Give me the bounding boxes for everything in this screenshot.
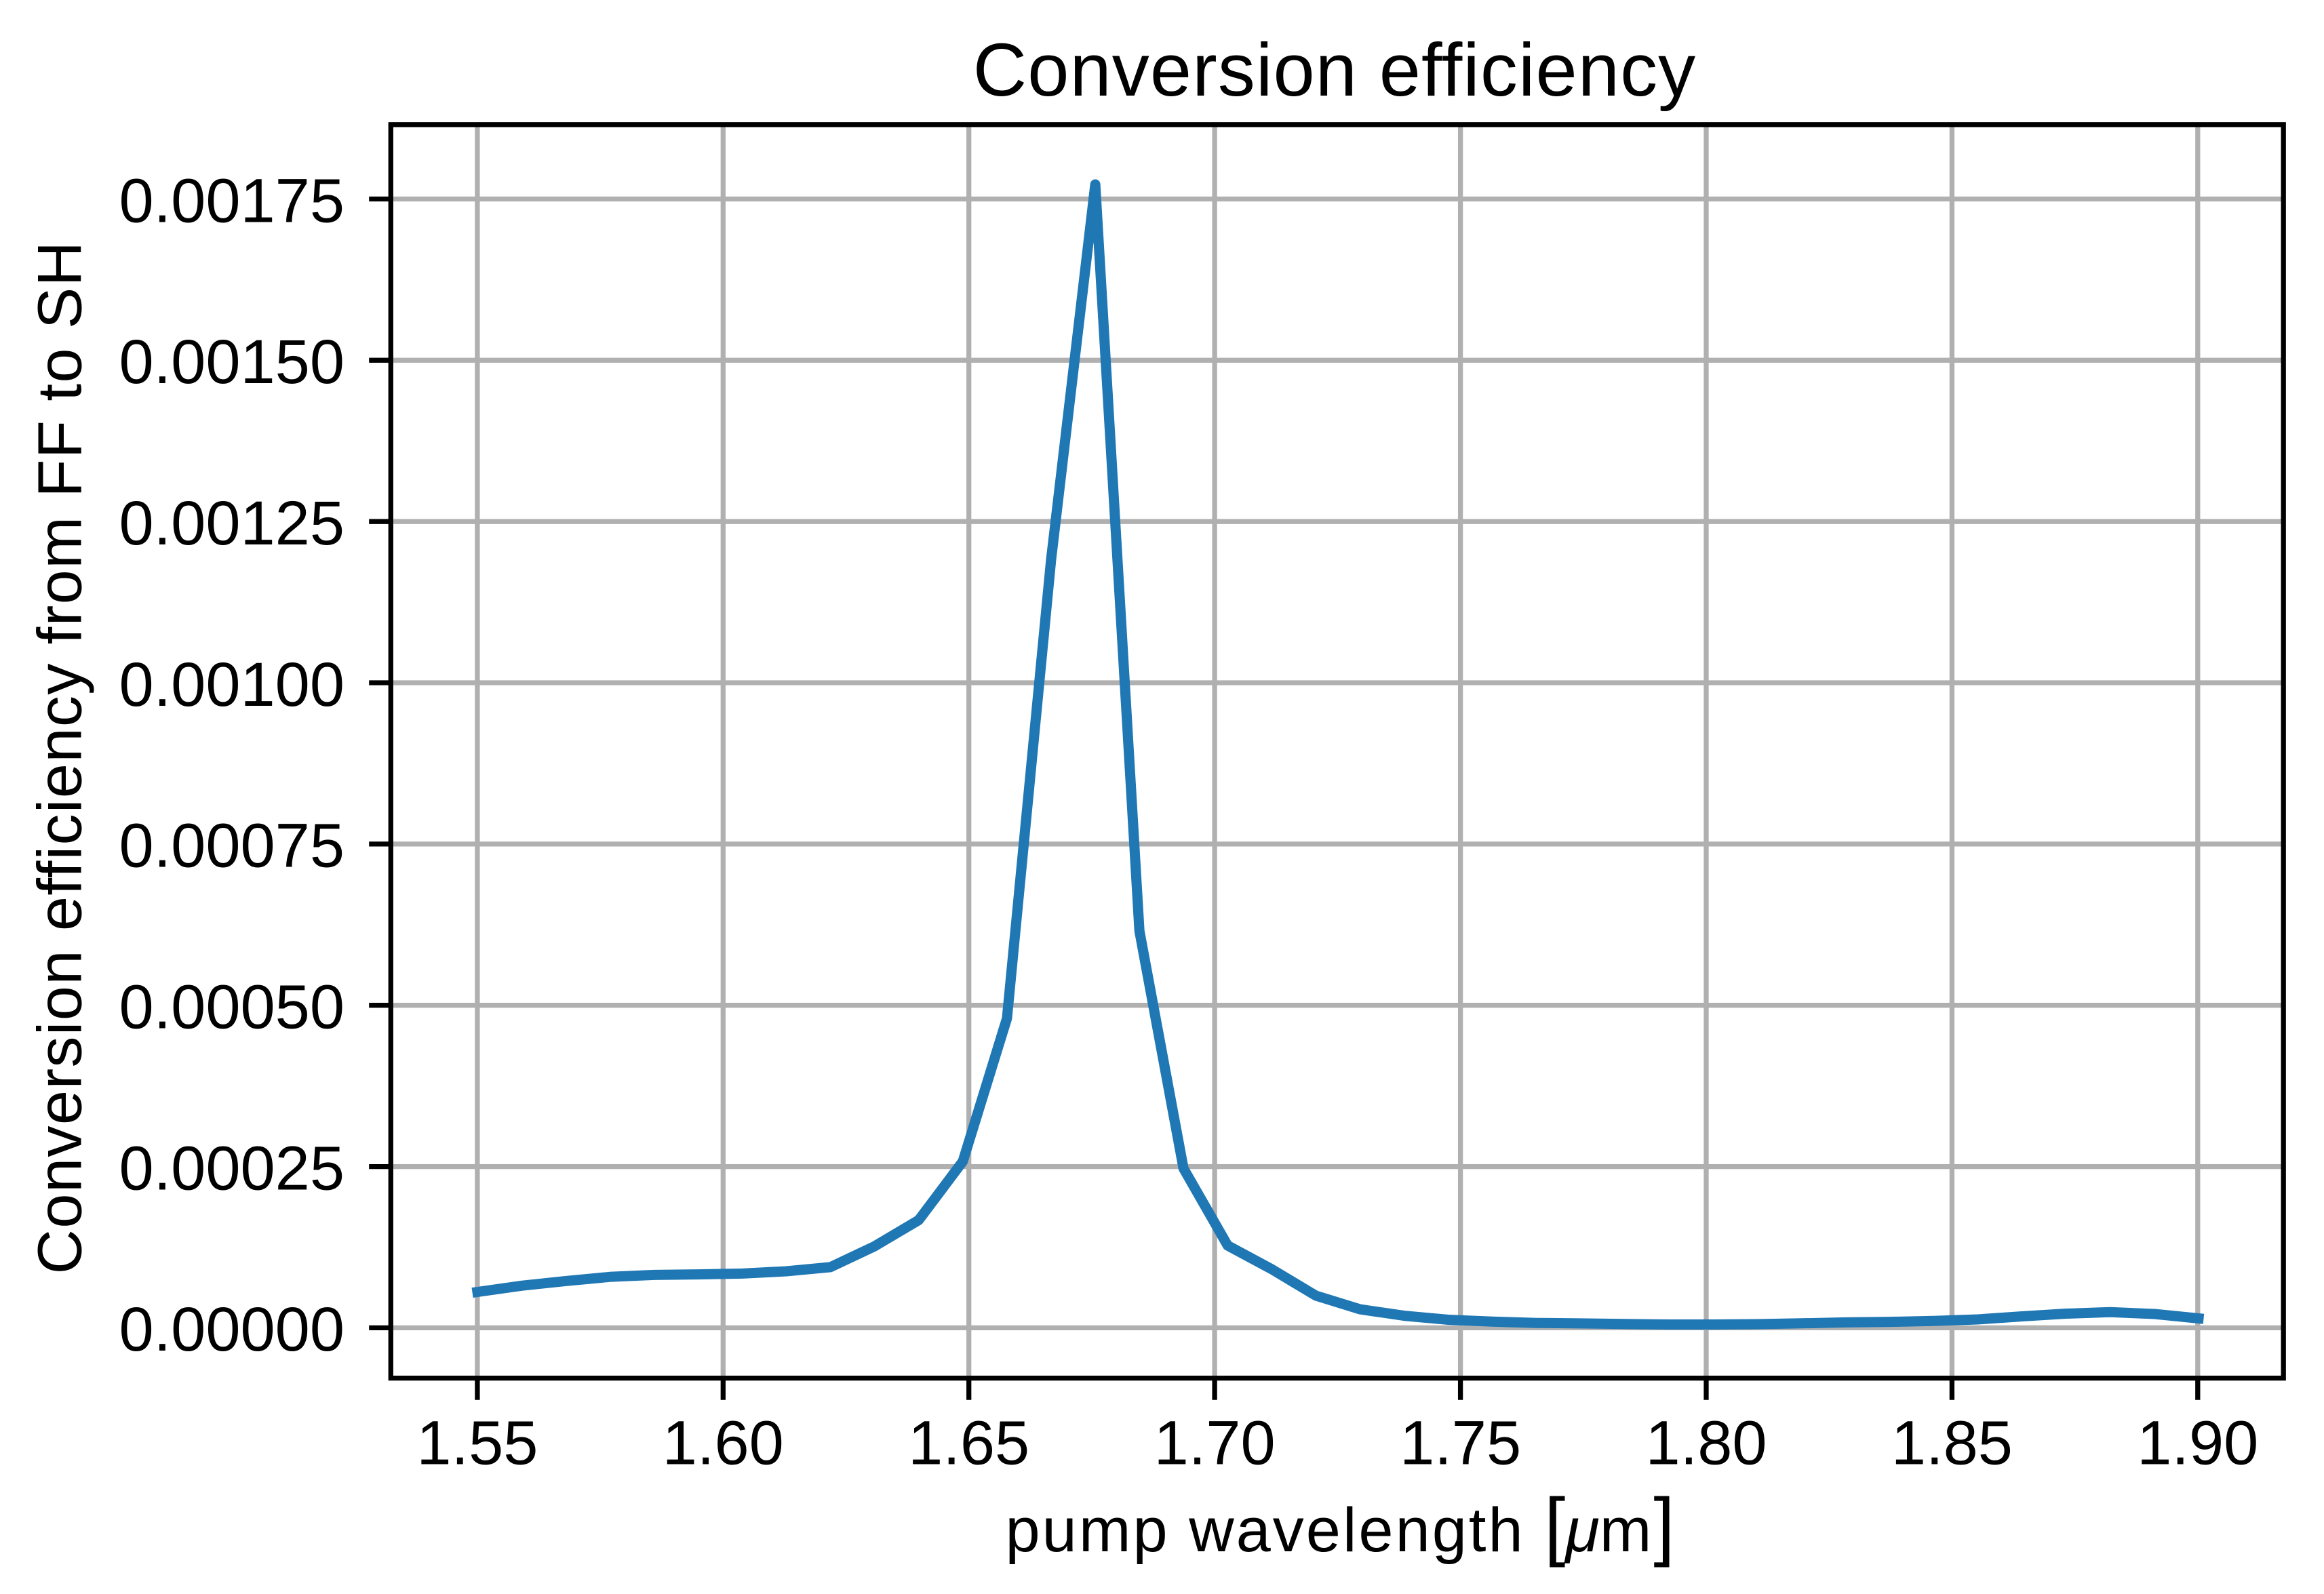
svg-text:pump wavelength [μm]: pump wavelength [μm] <box>1006 1483 1675 1568</box>
svg-text:1.80: 1.80 <box>1645 1409 1767 1478</box>
svg-text:1.70: 1.70 <box>1154 1409 1276 1478</box>
svg-text:0.00125: 0.00125 <box>119 489 344 558</box>
svg-text:0.00175: 0.00175 <box>119 166 344 235</box>
svg-text:1.90: 1.90 <box>2137 1409 2258 1478</box>
svg-text:1.60: 1.60 <box>663 1409 784 1478</box>
svg-text:Conversion efficiency: Conversion efficiency <box>973 28 1697 112</box>
svg-text:1.55: 1.55 <box>416 1409 538 1478</box>
svg-text:0.00000: 0.00000 <box>119 1295 344 1364</box>
svg-text:1.75: 1.75 <box>1400 1409 1521 1478</box>
svg-text:0.00050: 0.00050 <box>119 973 344 1042</box>
svg-text:1.85: 1.85 <box>1891 1409 2013 1478</box>
svg-text:0.00075: 0.00075 <box>119 812 344 881</box>
svg-text:0.00025: 0.00025 <box>119 1134 344 1203</box>
svg-text:0.00150: 0.00150 <box>119 327 344 397</box>
svg-text:0.00100: 0.00100 <box>119 650 344 719</box>
svg-text:Conversion efficiency from FF: Conversion efficiency from FF to SH <box>26 241 95 1275</box>
svg-text:1.65: 1.65 <box>908 1409 1029 1478</box>
